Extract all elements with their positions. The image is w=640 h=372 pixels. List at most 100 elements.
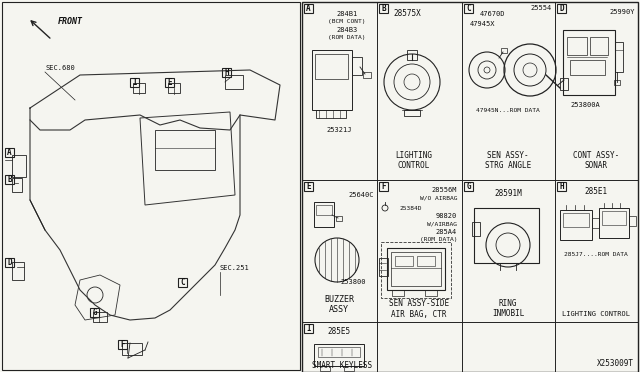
Bar [314, 202, 334, 227]
Bar [563, 30, 615, 95]
Text: F: F [120, 340, 125, 349]
Bar [304, 324, 313, 333]
Text: 98820: 98820 [436, 213, 457, 219]
Text: FRONT: FRONT [58, 17, 83, 26]
Bar [315, 54, 348, 79]
Bar [602, 211, 626, 225]
Text: RING: RING [499, 299, 517, 308]
Text: 47945N...ROM DATA: 47945N...ROM DATA [476, 108, 540, 112]
Bar [404, 110, 420, 116]
Bar [12, 262, 24, 280]
Bar [318, 347, 360, 357]
Bar [12, 155, 26, 177]
Bar [615, 42, 623, 72]
Bar [5, 148, 14, 157]
Text: G: G [92, 308, 97, 317]
Bar [12, 178, 22, 192]
Text: 253800: 253800 [340, 279, 365, 285]
Text: (BCM CONT): (BCM CONT) [328, 19, 365, 25]
Text: SEN ASSY-: SEN ASSY- [487, 151, 529, 160]
Text: STRG ANGLE: STRG ANGLE [485, 161, 531, 170]
Bar [165, 78, 174, 87]
Bar [118, 340, 127, 349]
Text: CONTROL: CONTROL [398, 161, 430, 170]
Text: 285A4: 285A4 [436, 229, 457, 235]
Bar [5, 175, 14, 184]
Text: 285E5: 285E5 [327, 327, 350, 337]
Bar [320, 366, 330, 371]
Text: SEN ASSY-SIDE: SEN ASSY-SIDE [389, 299, 449, 308]
Text: B: B [7, 175, 12, 184]
Bar [395, 256, 413, 266]
Bar [379, 258, 388, 276]
Text: 285J7....ROM DATA: 285J7....ROM DATA [564, 253, 628, 257]
Bar [90, 308, 99, 317]
Text: H: H [224, 68, 229, 77]
Bar [379, 4, 388, 13]
Bar [316, 205, 332, 215]
Bar [381, 242, 451, 298]
Bar [316, 110, 346, 118]
Text: D: D [7, 258, 12, 267]
Bar [590, 37, 608, 55]
Bar [464, 182, 473, 191]
Bar [133, 83, 145, 93]
Text: AIR BAG, CTR: AIR BAG, CTR [391, 310, 447, 318]
Bar [225, 75, 243, 89]
Bar [417, 256, 435, 266]
Text: 25554: 25554 [531, 5, 552, 11]
Text: E: E [167, 78, 172, 87]
Bar [387, 248, 445, 290]
Bar [629, 216, 636, 226]
Text: 25640C: 25640C [349, 192, 374, 198]
Bar [304, 182, 313, 191]
Bar [155, 130, 215, 170]
Bar [379, 182, 388, 191]
Bar [336, 216, 342, 221]
Bar [472, 222, 480, 236]
Bar [314, 344, 364, 366]
Bar [344, 366, 354, 371]
Bar [592, 218, 599, 228]
Text: SEC.251: SEC.251 [220, 265, 250, 271]
Text: BUZZER: BUZZER [324, 295, 354, 305]
Bar [222, 68, 231, 77]
Bar [407, 50, 417, 60]
Text: 284B1: 284B1 [337, 11, 358, 17]
Bar [391, 252, 441, 286]
Text: 25990Y: 25990Y [609, 9, 635, 15]
Bar [570, 60, 605, 75]
Bar [557, 4, 566, 13]
Bar [560, 210, 592, 240]
Bar [352, 57, 362, 75]
Text: F: F [381, 182, 386, 191]
Bar [560, 78, 568, 90]
Text: G: G [466, 182, 471, 191]
Text: W/O AIRBAG: W/O AIRBAG [419, 196, 457, 201]
Bar [168, 83, 180, 93]
Text: A: A [7, 148, 12, 157]
Text: B: B [381, 4, 386, 13]
Text: 284B3: 284B3 [337, 27, 358, 33]
Text: 47670D: 47670D [480, 11, 506, 17]
Text: 25384D: 25384D [399, 205, 422, 211]
Text: C: C [466, 4, 471, 13]
Text: SEC.680: SEC.680 [45, 65, 75, 71]
Text: INMOBIL: INMOBIL [492, 310, 524, 318]
Text: 47945X: 47945X [470, 21, 495, 27]
Text: I: I [132, 78, 137, 87]
Text: 28575X: 28575X [393, 10, 421, 19]
Text: LIGHTING: LIGHTING [396, 151, 433, 160]
Bar [563, 213, 589, 227]
Bar [2, 2, 300, 370]
Text: SONAR: SONAR [584, 161, 607, 170]
Text: SMART KEYLESS: SMART KEYLESS [312, 362, 372, 371]
Text: X253009T: X253009T [597, 359, 634, 368]
Bar [614, 80, 620, 85]
Bar [567, 37, 587, 55]
Text: C: C [180, 278, 185, 287]
Text: A: A [306, 4, 311, 13]
Bar [425, 290, 437, 296]
Text: D: D [559, 4, 564, 13]
Text: I: I [306, 324, 311, 333]
